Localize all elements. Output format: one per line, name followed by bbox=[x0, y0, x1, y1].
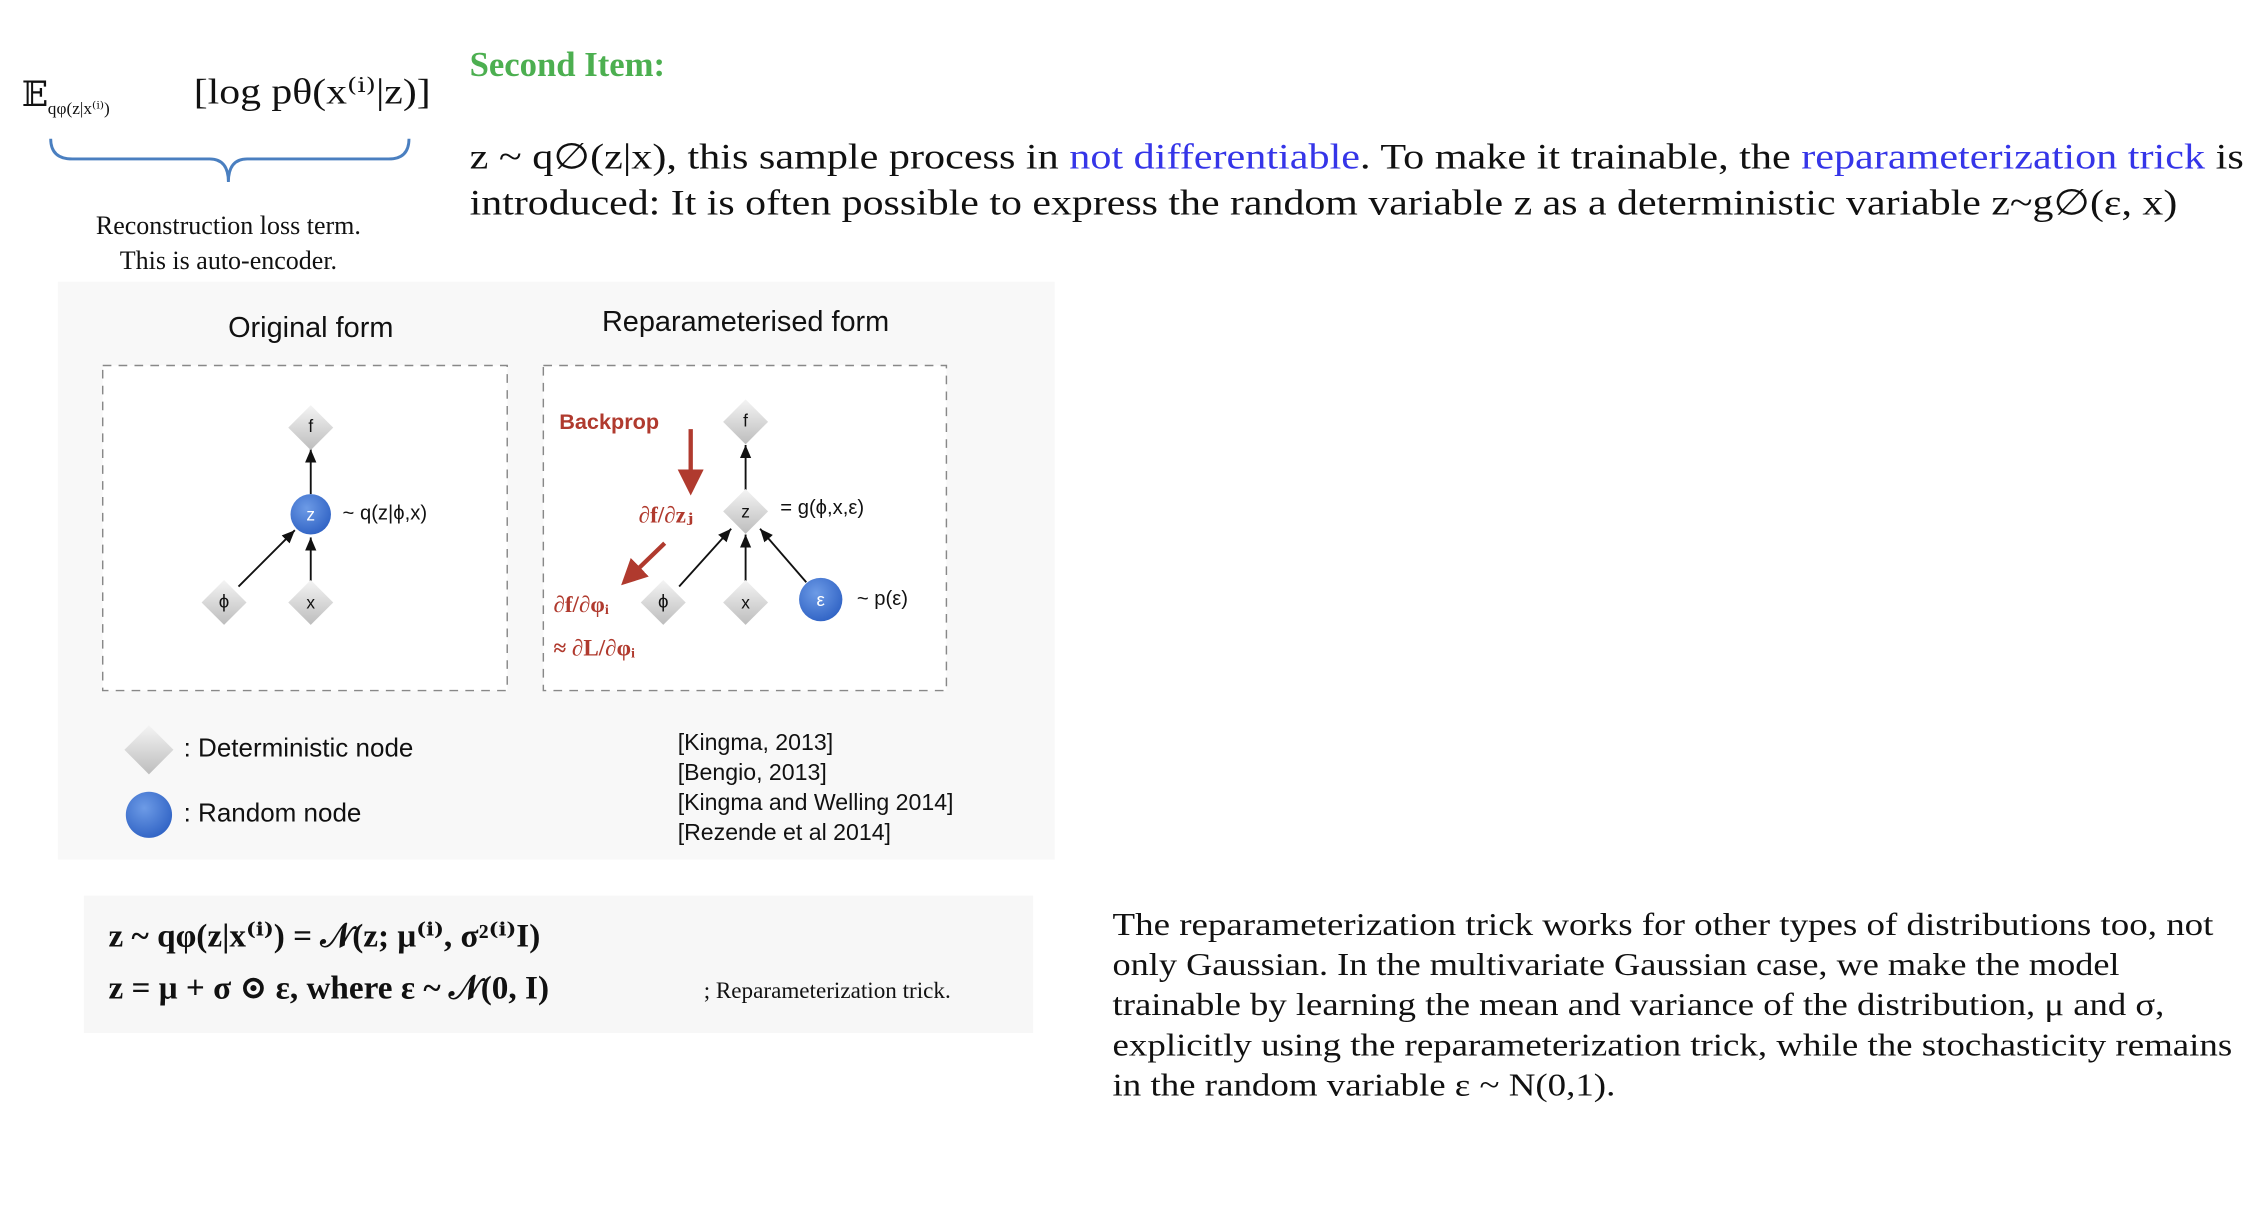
node-label: x bbox=[741, 592, 750, 612]
edge bbox=[678, 528, 732, 588]
underbrace bbox=[49, 138, 411, 183]
deterministic-node bbox=[723, 579, 769, 625]
summary-line: only Gaussian. In the multivariate Gauss… bbox=[1113, 947, 2120, 982]
expectation: 𝔼 bbox=[22, 76, 48, 114]
gradient-label: ∂f/∂zⱼ bbox=[639, 502, 693, 528]
figure: Original form f z ϕ x ~ q(z|ϕ,x) Reparam… bbox=[57, 281, 1055, 860]
node-label: ε bbox=[817, 589, 826, 610]
legend-circle bbox=[125, 791, 173, 838]
edge bbox=[237, 529, 296, 588]
deterministic-node bbox=[288, 579, 334, 625]
reference: [Kingma, 2013] bbox=[678, 729, 833, 755]
backprop-label: Backprop bbox=[559, 409, 659, 434]
summary-line: in the random variable ε ~ N(0,1). bbox=[1113, 1067, 1616, 1102]
summary-line: trainable by learning the mean and varia… bbox=[1113, 987, 2165, 1022]
text-segment: . To make it trainable, the bbox=[1360, 137, 1801, 177]
reference: [Kingma and Welling 2014] bbox=[678, 789, 954, 815]
random-node bbox=[799, 577, 843, 622]
backprop-arrow bbox=[621, 541, 667, 586]
text-segment: z ~ q∅(z|x), this sample process in bbox=[470, 137, 1070, 177]
text-segment: is bbox=[2205, 137, 2244, 177]
link-text: not differentiable bbox=[1069, 137, 1360, 177]
text-segment: introduced: It is often possible to expr… bbox=[470, 183, 2178, 223]
node-label: z bbox=[306, 504, 315, 524]
caption: Reconstruction loss term. bbox=[96, 211, 361, 240]
summary-line: explicitly using the reparameterization … bbox=[1113, 1027, 2233, 1062]
reference: [Bengio, 2013] bbox=[678, 759, 827, 785]
panel-title: Original form bbox=[228, 312, 393, 344]
legend-label: : Random node bbox=[184, 798, 362, 828]
gradient-label: ≈ ∂L/∂φᵢ bbox=[553, 634, 635, 660]
node-label: x bbox=[306, 592, 315, 612]
equation-background bbox=[83, 895, 1034, 1033]
equation-note: ; Reparameterization trick. bbox=[704, 977, 951, 1003]
equation: z = μ + σ ⊙ ε, where ε ~ 𝒩(0, I) bbox=[108, 970, 549, 1007]
equations: z ~ qφ(z|x⁽ⁱ⁾) = 𝒩(z; μ⁽ⁱ⁾, σ²⁽ⁱ⁾I) z = … bbox=[83, 895, 1034, 1033]
node-label: f bbox=[308, 416, 313, 436]
panel-title: Reparameterised form bbox=[602, 306, 889, 338]
node-annotation: ~ q(z|ϕ,x) bbox=[343, 503, 428, 525]
caption: This is auto-encoder. bbox=[120, 246, 337, 275]
subscript: qφ(z|x⁽ⁱ⁾) bbox=[48, 99, 110, 118]
deterministic-node bbox=[201, 579, 247, 625]
intro-line: z ~ q∅(z|x), this sample process in not … bbox=[470, 137, 2244, 177]
node-annotation: = g(ϕ,x,ε) bbox=[780, 497, 864, 519]
summary-paragraph: The reparameterization trick works for o… bbox=[1113, 907, 2233, 1103]
intro-line: introduced: It is often possible to expr… bbox=[470, 183, 2178, 223]
legend-label: : Deterministic node bbox=[184, 733, 414, 763]
node-label: ϕ bbox=[658, 590, 669, 611]
node-label: z bbox=[741, 501, 750, 521]
node-label: ϕ bbox=[219, 590, 230, 611]
intro-paragraph: z ~ q∅(z|x), this sample process in not … bbox=[470, 137, 2244, 223]
edge bbox=[759, 528, 807, 583]
summary-line: The reparameterization trick works for o… bbox=[1113, 907, 2214, 942]
reference: [Rezende et al 2014] bbox=[678, 819, 891, 845]
deterministic-node bbox=[723, 399, 769, 445]
link-text: reparameterization trick bbox=[1801, 137, 2206, 177]
equation: z ~ qφ(z|x⁽ⁱ⁾) = 𝒩(z; μ⁽ⁱ⁾, σ²⁽ⁱ⁾I) bbox=[108, 918, 540, 955]
node-annotation: ~ p(ε) bbox=[857, 588, 908, 610]
random-node bbox=[290, 494, 331, 535]
heading: Second Item: bbox=[470, 46, 665, 84]
term: [log pθ(x⁽ⁱ⁾|z)] bbox=[194, 72, 431, 112]
references: [Kingma, 2013] [Bengio, 2013] [Kingma and … bbox=[678, 729, 954, 845]
elbo-formula: 𝔼 qφ(z|x⁽ⁱ⁾) [log pθ(x⁽ⁱ⁾|z)] Reconstruc… bbox=[22, 72, 431, 275]
gradient-label: ∂f/∂φᵢ bbox=[553, 591, 608, 617]
deterministic-node bbox=[640, 579, 686, 625]
node-label: f bbox=[743, 410, 748, 430]
